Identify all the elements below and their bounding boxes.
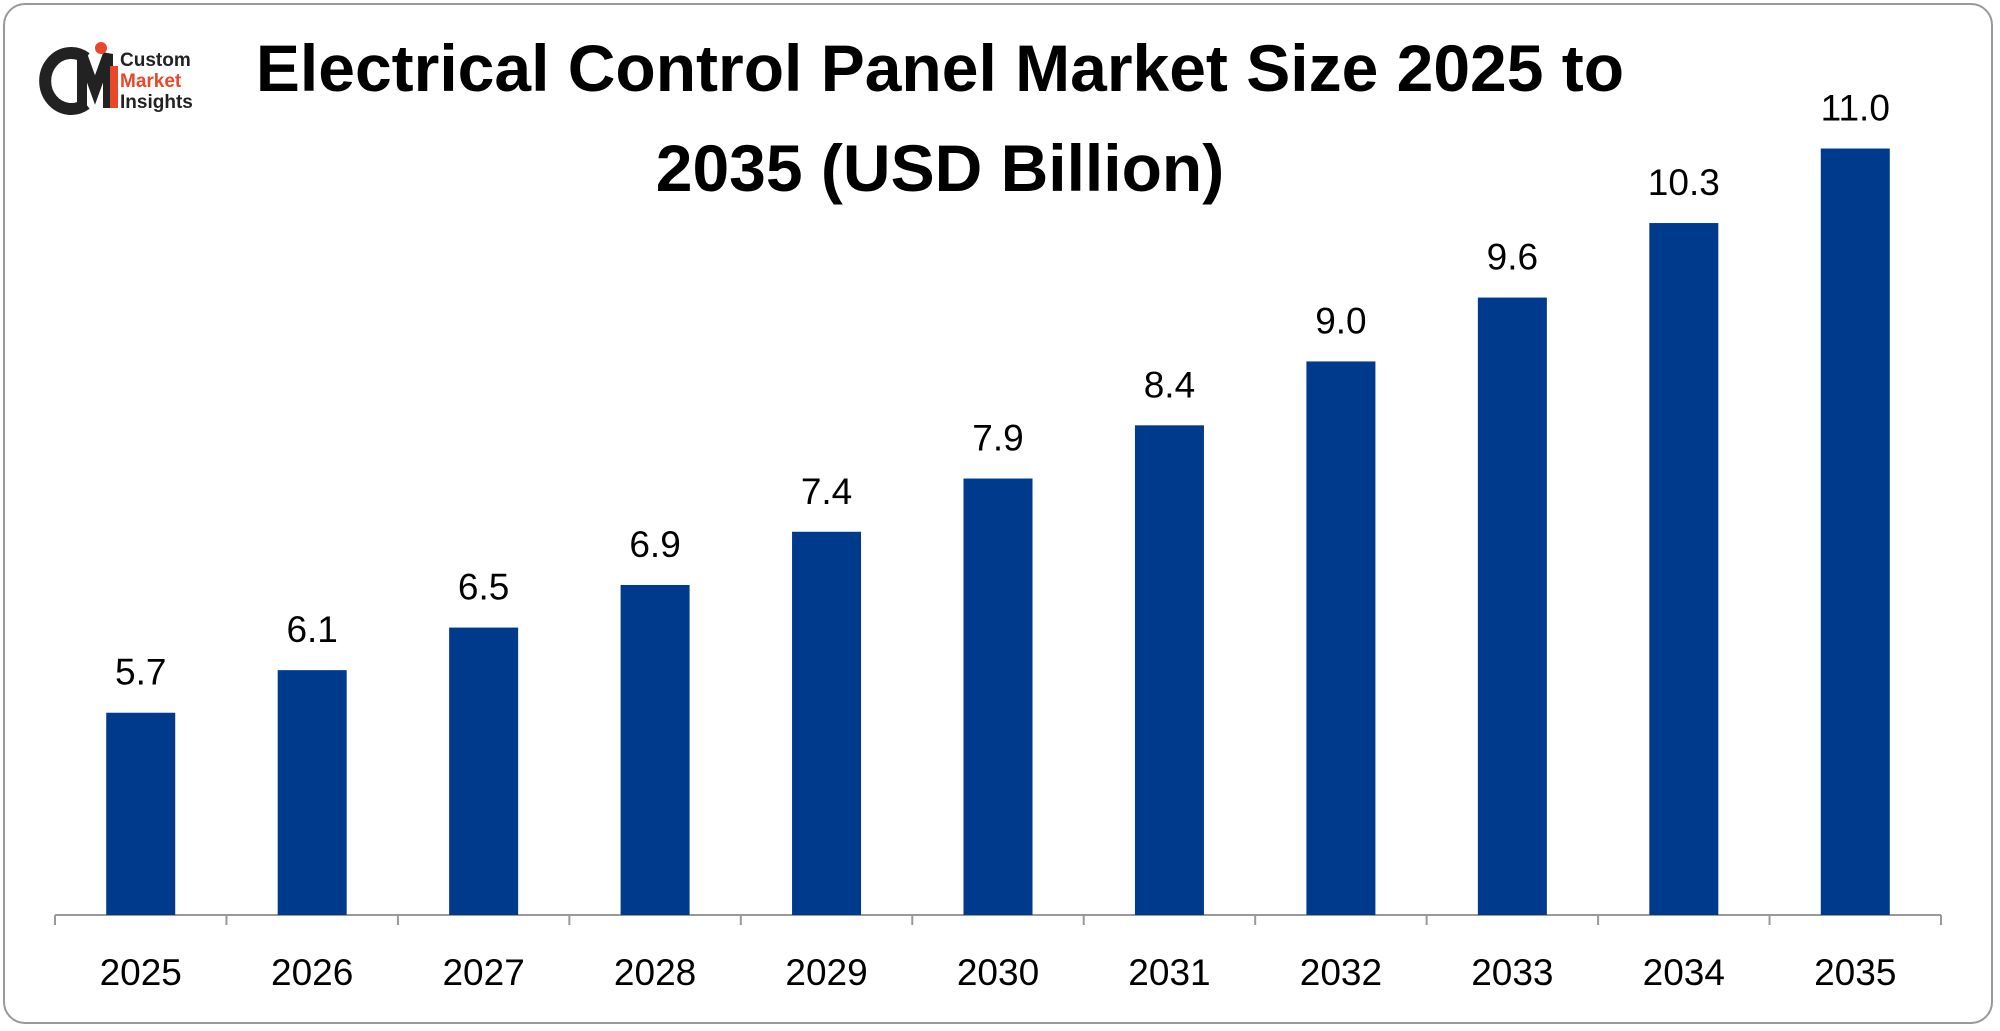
bar [449, 627, 519, 915]
logo-c [39, 47, 90, 115]
value-label: 8.4 [1144, 364, 1195, 405]
bar [1477, 297, 1547, 915]
value-label: 9.6 [1487, 237, 1538, 278]
bar [620, 584, 690, 915]
value-label: 6.9 [629, 524, 680, 565]
logo-text: Market [120, 71, 182, 92]
bar [792, 531, 862, 915]
logo-text: Custom [120, 50, 191, 71]
x-tick-label: 2034 [1643, 952, 1725, 993]
bar [106, 712, 176, 915]
logo-i [110, 66, 118, 108]
value-label: 6.1 [286, 609, 337, 650]
value-label: 5.7 [115, 652, 166, 693]
bar [1820, 148, 1890, 915]
logo-text: Insights [120, 92, 193, 113]
logo-dot [95, 42, 107, 54]
x-tick-label: 2030 [957, 952, 1039, 993]
x-tick-label: 2032 [1300, 952, 1382, 993]
frame [3, 3, 1993, 1024]
value-label: 10.3 [1648, 162, 1720, 203]
value-label: 6.5 [458, 567, 509, 608]
x-tick-label: 2033 [1471, 952, 1553, 993]
x-tick-label: 2028 [614, 952, 696, 993]
bar [963, 478, 1033, 915]
value-label: 7.9 [972, 418, 1023, 459]
x-tick-label: 2027 [442, 952, 524, 993]
x-tick-label: 2025 [100, 952, 182, 993]
value-label: 11.0 [1821, 88, 1890, 129]
bar [277, 670, 347, 915]
x-tick-label: 2026 [271, 952, 353, 993]
bar [1649, 223, 1719, 916]
logo-m [77, 52, 113, 108]
x-tick-label: 2031 [1128, 952, 1210, 993]
chart-title: Electrical Control Panel Market Size 202… [255, 31, 1625, 205]
bar [1306, 361, 1376, 915]
logo: Custom Market Insights [39, 42, 193, 115]
value-label: 7.4 [801, 471, 852, 512]
value-label: 9.0 [1315, 300, 1366, 341]
x-tick-label: 2029 [785, 952, 867, 993]
x-tick-label: 2035 [1814, 952, 1896, 993]
bar [1134, 425, 1204, 915]
